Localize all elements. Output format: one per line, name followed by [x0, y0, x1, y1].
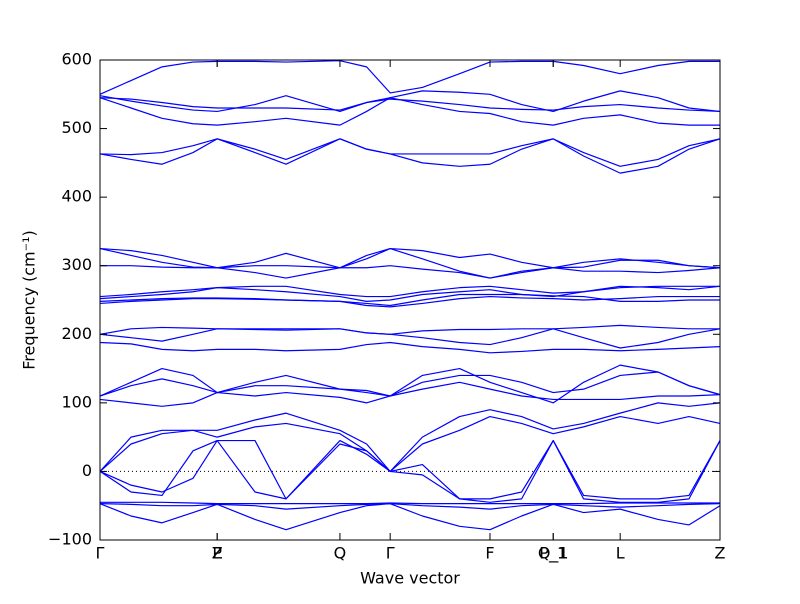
band-line	[99, 415, 721, 473]
band-line	[100, 265, 721, 279]
x-axis-label: Wave vector	[360, 569, 460, 588]
band-line	[99, 324, 720, 335]
band-line	[100, 501, 720, 505]
band-line	[99, 364, 721, 404]
y-tick-label: 100	[61, 392, 92, 411]
x-tick-label: Γ	[386, 544, 395, 563]
band-line	[99, 138, 721, 174]
band-line	[99, 247, 721, 269]
band-line	[99, 285, 721, 302]
x-tick-label: L	[616, 544, 625, 563]
band-line	[99, 97, 720, 126]
band-line	[99, 381, 721, 407]
y-tick-label: 600	[61, 50, 92, 69]
band-line	[99, 341, 721, 354]
band-line	[99, 138, 721, 167]
x-tick-label: Q_1	[538, 544, 569, 564]
plot-frame	[99, 59, 721, 541]
band-line	[99, 285, 720, 298]
band-line	[99, 503, 721, 531]
y-tick-label: −100	[48, 530, 92, 549]
y-tick-label: 500	[61, 118, 92, 137]
y-axis-label: Frequency (cm⁻¹)	[20, 230, 39, 369]
x-tick-label: P	[212, 544, 222, 563]
y-tick-label: 0	[82, 461, 92, 480]
band-line	[99, 293, 720, 307]
band-line	[99, 97, 721, 113]
y-tick-label: 400	[61, 187, 92, 206]
x-tick-label: Γ	[96, 544, 105, 563]
band-line	[99, 328, 721, 349]
y-tick-label: 300	[61, 255, 92, 274]
band-line	[99, 439, 721, 503]
band-line	[99, 60, 720, 95]
band-line	[99, 90, 721, 113]
y-tick-label: 200	[61, 324, 92, 343]
band-line	[99, 439, 721, 500]
x-tick-label: Z	[212, 544, 223, 563]
band-line	[99, 503, 721, 510]
band-line	[99, 295, 720, 308]
band-line	[99, 402, 721, 473]
x-tick-label: Z	[715, 544, 726, 563]
x-tick-label: F	[485, 544, 494, 563]
x-tick-label: Q	[334, 544, 347, 563]
x-tick-label: P_1	[539, 544, 567, 564]
band-line	[99, 371, 721, 397]
